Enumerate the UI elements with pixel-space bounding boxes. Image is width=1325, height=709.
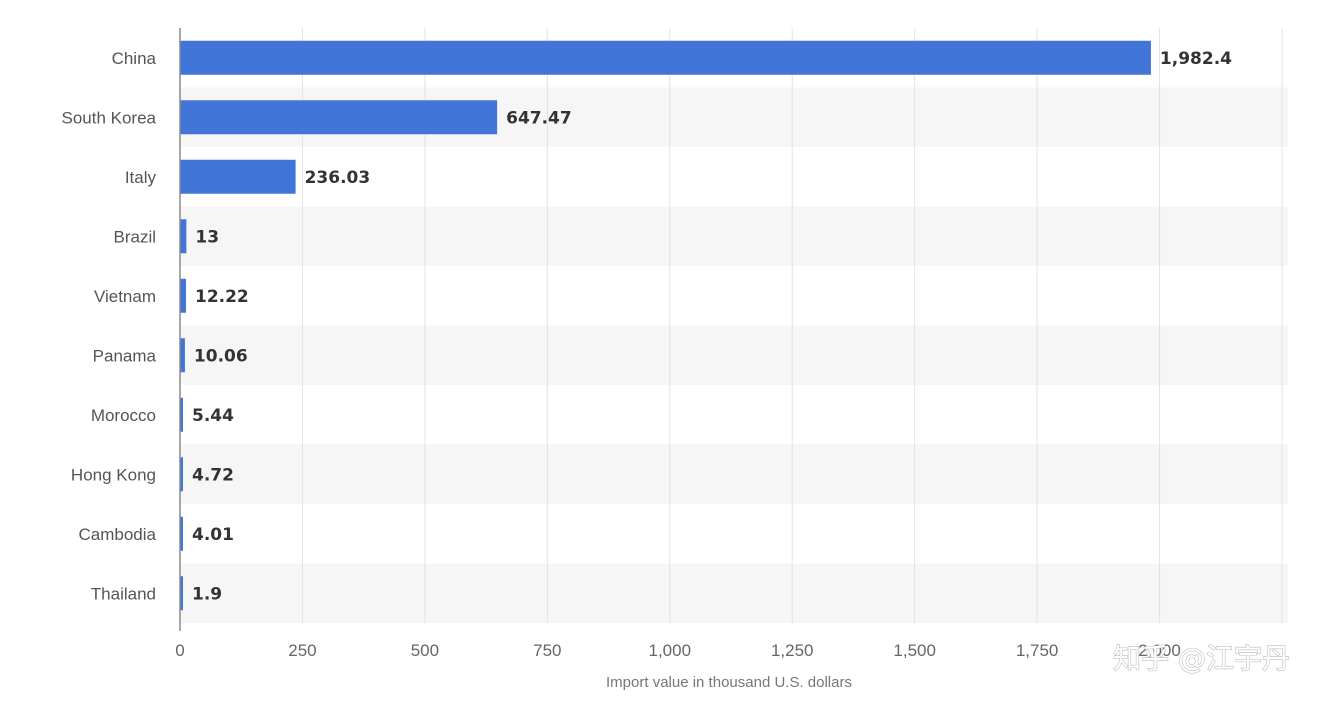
- category-label: Thailand: [91, 584, 156, 603]
- category-label: Hong Kong: [71, 465, 156, 484]
- row-band: [180, 206, 1288, 266]
- value-label: 236.03: [305, 168, 371, 188]
- bar-morocco: [180, 397, 183, 432]
- category-label: Panama: [93, 346, 157, 365]
- x-tick-label: 1,750: [1016, 641, 1059, 660]
- category-label: Cambodia: [79, 525, 157, 544]
- value-label: 647.47: [506, 108, 572, 128]
- value-label: 12.22: [195, 287, 249, 307]
- value-label: 1,982.4: [1160, 49, 1232, 69]
- x-tick-label: 0: [175, 641, 184, 660]
- category-label: China: [112, 49, 157, 68]
- bar-thailand: [180, 576, 183, 611]
- row-band: [180, 325, 1288, 385]
- category-label: Italy: [125, 168, 157, 187]
- bar-italy: [180, 159, 296, 194]
- value-label: 1.9: [192, 584, 222, 604]
- value-label: 10.06: [194, 346, 248, 366]
- bar-brazil: [180, 219, 187, 254]
- value-label: 4.01: [192, 525, 234, 545]
- x-tick-label: 1,250: [771, 641, 814, 660]
- bar-panama: [180, 338, 185, 373]
- x-tick-label: 750: [533, 641, 561, 660]
- row-band: [180, 444, 1288, 504]
- category-label: Vietnam: [94, 287, 156, 306]
- value-label: 5.44: [192, 406, 234, 426]
- category-label: South Korea: [61, 108, 156, 127]
- bar-cambodia: [180, 516, 183, 551]
- x-tick-label: 250: [288, 641, 316, 660]
- bar-china: [180, 40, 1151, 75]
- value-label: 13: [195, 227, 219, 247]
- row-band: [180, 563, 1288, 623]
- category-label: Brazil: [113, 227, 156, 246]
- x-tick-label: 1,000: [649, 641, 692, 660]
- value-label: 4.72: [192, 465, 234, 485]
- x-tick-label: 2,000: [1138, 641, 1181, 660]
- bar-hong-kong: [180, 457, 183, 492]
- x-tick-label: 1,500: [893, 641, 936, 660]
- watermark-text: 知乎 @江宇丹: [1113, 642, 1290, 675]
- bar-south-korea: [180, 100, 498, 135]
- x-axis-title: Import value in thousand U.S. dollars: [606, 674, 852, 691]
- category-label: Morocco: [91, 406, 156, 425]
- x-tick-label: 500: [411, 641, 439, 660]
- bar-vietnam: [180, 278, 186, 313]
